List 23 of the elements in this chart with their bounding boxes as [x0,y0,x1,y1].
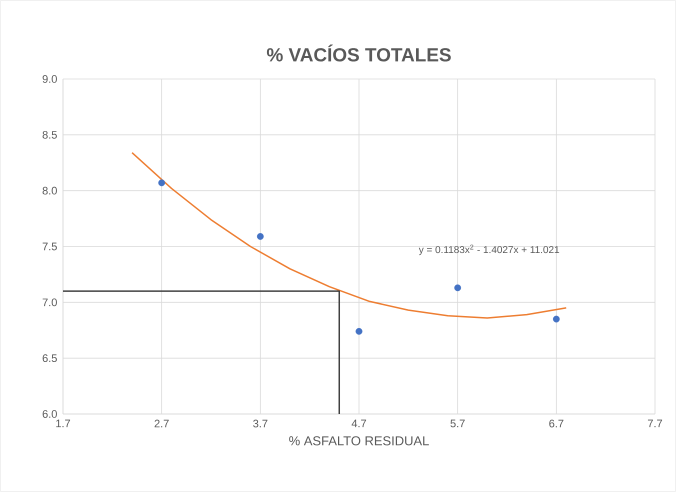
point [356,328,362,335]
y-tick-label: 6.5 [42,354,57,362]
point [158,179,166,186]
x-tick-label: 3.7 [253,420,268,428]
y-tick-label: 7.0 [42,298,57,306]
point [256,233,264,240]
x-tick-label: 6.7 [549,420,564,428]
point [552,316,560,322]
y-tick-label: 7.5 [42,242,57,250]
x-tick-label: 4.7 [352,420,366,428]
x-tick-label: 1.7 [56,420,70,428]
point [454,284,462,292]
y-tick-label: 6.0 [42,410,57,418]
y-tick-label: 8.5 [42,130,57,139]
x-tick-label: 2.7 [154,420,169,428]
x-tick-label: 5.7 [450,420,465,428]
line-series [131,152,567,319]
x-axis-title: % ASFALTO RESIDUAL [289,436,429,446]
y-tick-label: 8.0 [42,186,57,195]
y-tick-label: 9.0 [42,75,57,83]
chart-title: % VACÍOS TOTALES [266,44,451,62]
x-tick-label: 7.7 [648,420,662,428]
annotation: y = 0.1183x$^{2}$ - 1.4027x + 11.021 [418,244,560,256]
